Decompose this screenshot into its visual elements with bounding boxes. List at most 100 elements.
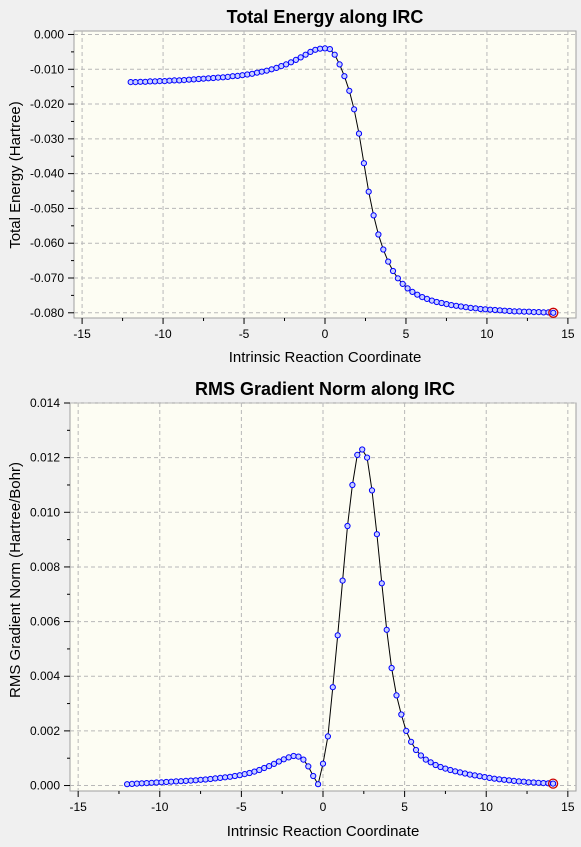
energy-chart: Total Energy along IRC 0.000 -0.010 -0.020… bbox=[7, 7, 577, 366]
data-point bbox=[212, 775, 219, 782]
data-point bbox=[457, 769, 464, 776]
energy-y-ticks: 0.000 -0.010 -0.020 -0.030 -0.040 -0.050 -0.06… bbox=[30, 27, 74, 320]
data-point bbox=[364, 454, 371, 461]
data-point bbox=[360, 160, 367, 167]
data-point bbox=[321, 45, 329, 52]
data-point bbox=[270, 760, 278, 768]
x-tick-label: -15 bbox=[69, 800, 87, 814]
data-point bbox=[388, 664, 395, 672]
y-tick-label: 0.012 bbox=[30, 451, 60, 465]
data-point bbox=[394, 275, 401, 282]
data-point bbox=[414, 291, 421, 298]
x-tick-label: 5 bbox=[403, 327, 410, 341]
data-point bbox=[217, 774, 224, 782]
gradient-y-ticks: 0.000 0.002 0.004 0.006 0.008 0.010 0.012 0.014 bbox=[30, 396, 70, 793]
x-tick-label: -10 bbox=[154, 327, 172, 341]
data-point bbox=[292, 56, 299, 64]
y-tick-label: -0.030 bbox=[30, 132, 64, 146]
data-point bbox=[300, 756, 307, 763]
data-point bbox=[482, 306, 489, 313]
x-tick-label: -10 bbox=[151, 800, 169, 814]
data-point bbox=[341, 73, 348, 80]
y-tick-label: -0.040 bbox=[30, 167, 64, 181]
data-point bbox=[383, 626, 390, 633]
data-point bbox=[275, 758, 282, 765]
data-point bbox=[339, 577, 346, 584]
data-point bbox=[496, 776, 503, 783]
data-point bbox=[467, 304, 474, 311]
highlighted-point bbox=[547, 778, 559, 789]
data-point bbox=[403, 727, 410, 735]
data-point bbox=[326, 46, 333, 53]
y-tick-label: 0.014 bbox=[30, 396, 60, 410]
data-point bbox=[263, 67, 270, 74]
y-tick-label: -0.020 bbox=[30, 97, 64, 111]
data-point bbox=[246, 769, 253, 777]
data-point bbox=[380, 246, 387, 253]
data-point bbox=[399, 280, 406, 287]
y-tick-label: 0.010 bbox=[30, 505, 60, 519]
x-tick-label: 0 bbox=[320, 800, 327, 814]
data-point bbox=[510, 777, 518, 785]
gradient-x-ticks: -15 -10 -5 0 5 10 15 bbox=[69, 791, 575, 814]
data-point bbox=[466, 771, 473, 778]
y-tick-label: 0.008 bbox=[30, 560, 60, 574]
gradient-chart: RMS Gradient Norm along IRC 0.0000.0020.… bbox=[7, 379, 577, 840]
data-point bbox=[412, 746, 420, 754]
data-point bbox=[438, 299, 445, 307]
data-point bbox=[349, 481, 356, 489]
data-point bbox=[336, 61, 343, 68]
data-point bbox=[231, 772, 238, 780]
data-point bbox=[501, 776, 508, 783]
energy-y-axis-label: Total Energy (Hartree) bbox=[7, 101, 24, 249]
data-point bbox=[404, 285, 411, 292]
data-point bbox=[506, 307, 513, 315]
x-tick-label: -5 bbox=[236, 800, 247, 814]
data-point bbox=[447, 766, 454, 774]
data-point bbox=[486, 774, 493, 782]
data-point bbox=[331, 51, 338, 58]
y-tick-label: -0.010 bbox=[30, 62, 64, 76]
data-point bbox=[295, 753, 302, 760]
data-point bbox=[315, 781, 322, 788]
data-point bbox=[190, 76, 197, 83]
data-point bbox=[378, 580, 385, 587]
data-point bbox=[354, 451, 361, 458]
y-tick-label: 0.006 bbox=[30, 615, 60, 629]
data-point bbox=[461, 770, 469, 777]
data-point bbox=[550, 309, 557, 316]
data-point bbox=[207, 775, 214, 783]
data-point bbox=[359, 446, 366, 453]
y-tick-label: 0.002 bbox=[30, 724, 60, 738]
gradient-y-axis-label: RMS Gradient Norm (Hartree/Bohr) bbox=[7, 462, 24, 698]
gradient-x-axis-label: Intrinsic Reaction Coordinate bbox=[227, 823, 420, 840]
x-tick-label: 15 bbox=[561, 800, 575, 814]
data-point bbox=[192, 777, 199, 784]
data-point bbox=[258, 68, 265, 75]
x-tick-label: -5 bbox=[239, 327, 250, 341]
x-tick-label: -15 bbox=[73, 327, 91, 341]
data-point bbox=[409, 288, 416, 295]
data-point bbox=[506, 777, 513, 784]
data-point bbox=[236, 772, 243, 779]
data-point bbox=[442, 765, 449, 772]
energy-gridlines bbox=[74, 31, 576, 318]
data-point bbox=[285, 754, 292, 761]
x-tick-label: 10 bbox=[480, 327, 494, 341]
data-point bbox=[222, 774, 229, 781]
data-point bbox=[370, 212, 377, 219]
gradient-series bbox=[124, 446, 559, 789]
data-point bbox=[408, 738, 415, 745]
data-point bbox=[287, 59, 295, 66]
data-point bbox=[481, 774, 488, 781]
data-point bbox=[355, 130, 363, 137]
data-point bbox=[472, 305, 479, 312]
data-point bbox=[334, 632, 341, 639]
y-tick-label: -0.080 bbox=[30, 306, 64, 320]
y-tick-label: -0.050 bbox=[30, 201, 64, 215]
highlighted-point bbox=[548, 307, 559, 318]
data-point bbox=[351, 106, 358, 113]
data-point bbox=[329, 684, 336, 691]
data-point bbox=[476, 773, 483, 780]
data-point bbox=[310, 772, 317, 780]
